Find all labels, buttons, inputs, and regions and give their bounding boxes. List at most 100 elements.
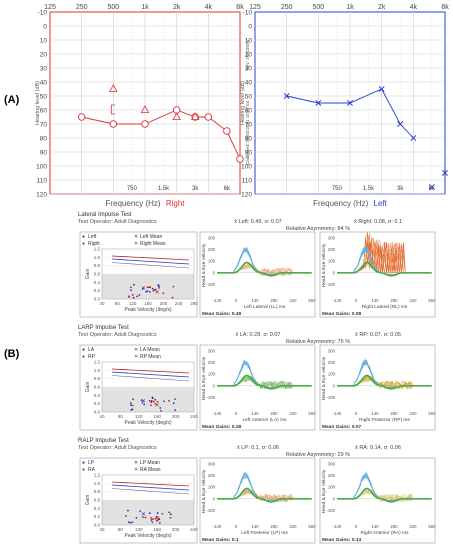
vhit-title: Lateral Impulse Test — [78, 212, 132, 218]
gain-scatter-point — [155, 515, 158, 518]
time-tick-label: 140 — [251, 524, 259, 529]
velocity-axis-label: Head & Eye Velocity — [321, 469, 327, 513]
pv-tick-label: 160 — [153, 527, 161, 532]
pv-tick-label: 240 — [190, 414, 198, 419]
velocity-tick-label: 200 — [328, 360, 336, 365]
y-tick-label: 100 — [241, 163, 252, 170]
y-tick-label: 110 — [37, 177, 48, 184]
left-mean-marker: ✕ — [141, 512, 146, 518]
x-tick-label-top: 250 — [281, 4, 293, 11]
y-tick-label: 10 — [245, 37, 253, 44]
pv-tick-label: 160 — [153, 414, 161, 419]
gain-scatter-point — [148, 512, 151, 515]
gain-tick-label: 0.2 — [94, 288, 101, 293]
gain-scatter-point — [138, 294, 141, 296]
time-tick-label: 560 — [308, 298, 316, 303]
velocity-tick-label: 0 — [213, 270, 216, 275]
mean-gains-label: Mean Gains: 0.49 — [202, 311, 242, 317]
y-tick-label: 90 — [245, 149, 253, 156]
velocity-axis-label: Head & Eye Velocity — [201, 469, 207, 513]
pv-axis-label: Peak Velocity (deg/s) — [125, 533, 172, 539]
vhit-operator: Test Operator: Adult Diagnostics — [78, 332, 157, 338]
legend-marker: ✕ — [134, 467, 138, 473]
gain-tick-label: 0.4 — [94, 280, 101, 285]
gain-scatter-point — [162, 292, 165, 295]
gain-scatter-point — [128, 296, 130, 298]
velocity-tick-label: 300 — [328, 236, 336, 241]
velocity-tick-label: 100 — [208, 259, 216, 264]
y-tick-label: 100 — [36, 163, 47, 170]
vhit-stat-left: x̄ LA: 0.28, σ: 0.07 — [236, 332, 281, 338]
gain-tick-label: 1.0 — [94, 368, 101, 373]
audiogram-left-ticks: 125 250 500 1k 2k 4k 8k 750 1.5k 3k 6k -10 0 10 20 30 40… — [241, 4, 449, 198]
time-tick-label: 420 — [289, 524, 297, 529]
x-tick-label-bottom: 1.5k — [158, 186, 170, 192]
audiogram-left-grid — [255, 12, 445, 195]
left-point-x — [347, 100, 353, 106]
gain-scatter-point — [156, 400, 159, 403]
gain-scatter-point — [140, 399, 143, 402]
gain-scatter-point — [150, 401, 153, 404]
y-tick-label: 120 — [36, 191, 47, 198]
pv-tick-label: 200 — [172, 527, 180, 532]
velocity-tick-label: 0 — [333, 270, 336, 275]
pv-axis-label: Peak Velocity (deg/s) — [125, 420, 172, 426]
gain-scatter-point — [160, 409, 162, 412]
time-tick-label: 280 — [390, 524, 398, 529]
left-point-x — [442, 170, 448, 176]
velocity-tick-label: 200 — [208, 360, 216, 365]
legend-label: Right — [88, 241, 100, 247]
y-tick-label: -10 — [243, 9, 253, 16]
legend-label: RA Mean — [140, 467, 161, 473]
gain-tick-label: 0.0 — [94, 410, 101, 415]
left-point-x — [410, 135, 417, 141]
right-point-circle — [223, 127, 231, 135]
pv-axis-label: Peak Velocity (deg/s) — [125, 307, 172, 313]
y-tick-label: 50 — [40, 93, 48, 100]
audiogram-right-calibrated: Calibrated: 08/02/2021 15:37:54 — [245, 100, 250, 165]
vhit-asymmetry: Relative Asymmetry: 29 % — [286, 452, 350, 458]
right-mean-marker: ✕ — [155, 516, 160, 522]
gain-scatter-point — [151, 521, 154, 524]
x-tick-label-top: 500 — [312, 4, 324, 11]
y-tick-label: 80 — [40, 135, 48, 142]
right-point-bracket — [110, 104, 116, 115]
gain-scatter-point — [131, 293, 134, 296]
norm-line — [111, 262, 190, 269]
panel-label-a: (A) — [4, 94, 20, 106]
velocity-tick-label: 100 — [208, 372, 216, 377]
velocity-tick-label: 0 — [333, 496, 336, 501]
velocity-panel-frame — [199, 231, 316, 318]
pv-tick-label: 80 — [115, 301, 121, 306]
right-series-0-line — [81, 109, 241, 160]
velocity-panel-frame — [319, 344, 436, 431]
time-tick-label: 280 — [390, 411, 398, 416]
norm-line — [111, 488, 190, 495]
gain-scatter-point — [131, 521, 134, 523]
gain-scatter-point — [154, 398, 157, 401]
gain-tick-label: 0.0 — [94, 297, 101, 302]
gain-scatter-point — [152, 289, 155, 292]
velocity-axis-label: Head & Eye Velocity — [201, 356, 207, 400]
velocity-tick-label: 300 — [208, 462, 216, 467]
velocity-tick-label: 200 — [208, 247, 216, 252]
gain-tick-label: 0.6 — [94, 385, 101, 390]
gain-scatter-point — [130, 404, 132, 407]
pv-tick-label: 120 — [135, 527, 143, 532]
velocity-tick-label: 0 — [333, 383, 336, 388]
pv-tick-label: 160 — [144, 301, 152, 306]
gain-tick-label: 1.0 — [94, 481, 101, 486]
legend-label: LP Mean — [140, 460, 160, 466]
vhit-title: LARP Impulse Test — [78, 325, 129, 331]
legend-marker: ✕ — [134, 234, 138, 240]
right-point-triangle — [190, 112, 200, 120]
time-tick-label: 0 — [235, 298, 238, 303]
left-mean-line — [111, 371, 190, 378]
gain-scatter-point — [155, 519, 158, 522]
gain-tick-label: 0.6 — [94, 498, 101, 503]
pv-tick-label: 120 — [135, 414, 143, 419]
gain-scatter-point — [130, 409, 133, 411]
gain-scatter-point — [172, 402, 175, 405]
gain-scatter-point — [174, 409, 177, 412]
time-tick-label: 280 — [270, 298, 278, 303]
